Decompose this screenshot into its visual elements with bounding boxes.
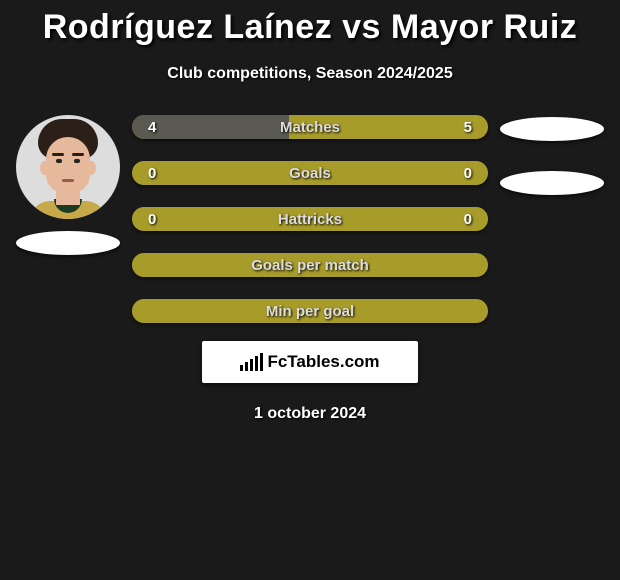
stat-row: Min per goal <box>132 299 488 323</box>
player-left-column <box>8 115 128 255</box>
avatar-illustration <box>16 115 120 219</box>
stat-right-value: 5 <box>464 119 472 136</box>
stat-label: Hattricks <box>156 211 463 228</box>
player-left-name-pill <box>16 231 120 255</box>
branding-badge: FcTables.com <box>202 341 418 383</box>
stat-row: 0Goals0 <box>132 161 488 185</box>
branding-bars-icon <box>240 353 263 371</box>
branding-text: FcTables.com <box>267 352 379 372</box>
stat-row: 0Hattricks0 <box>132 207 488 231</box>
stat-right-value: 0 <box>464 165 472 182</box>
player-left-avatar <box>16 115 120 219</box>
player-right-name-pill-2 <box>500 171 604 195</box>
stats-column: 4Matches50Goals00Hattricks0Goals per mat… <box>128 115 492 323</box>
stat-left-value: 4 <box>148 119 156 136</box>
stat-label: Min per goal <box>148 303 472 320</box>
stat-left-value: 0 <box>148 165 156 182</box>
stat-label: Goals per match <box>148 257 472 274</box>
stat-row: 4Matches5 <box>132 115 488 139</box>
stat-left-value: 0 <box>148 211 156 228</box>
player-right-column <box>492 115 612 195</box>
season-subtitle: Club competitions, Season 2024/2025 <box>0 65 620 83</box>
stat-row: Goals per match <box>132 253 488 277</box>
date-line: 1 october 2024 <box>0 405 620 423</box>
stat-label: Matches <box>156 119 463 136</box>
player-right-name-pill-1 <box>500 117 604 141</box>
comparison-area: 4Matches50Goals00Hattricks0Goals per mat… <box>0 115 620 323</box>
stat-right-value: 0 <box>464 211 472 228</box>
stat-label: Goals <box>156 165 463 182</box>
page-title: Rodríguez Laínez vs Mayor Ruiz <box>0 8 620 47</box>
infographic-root: Rodríguez Laínez vs Mayor Ruiz Club comp… <box>0 0 620 423</box>
